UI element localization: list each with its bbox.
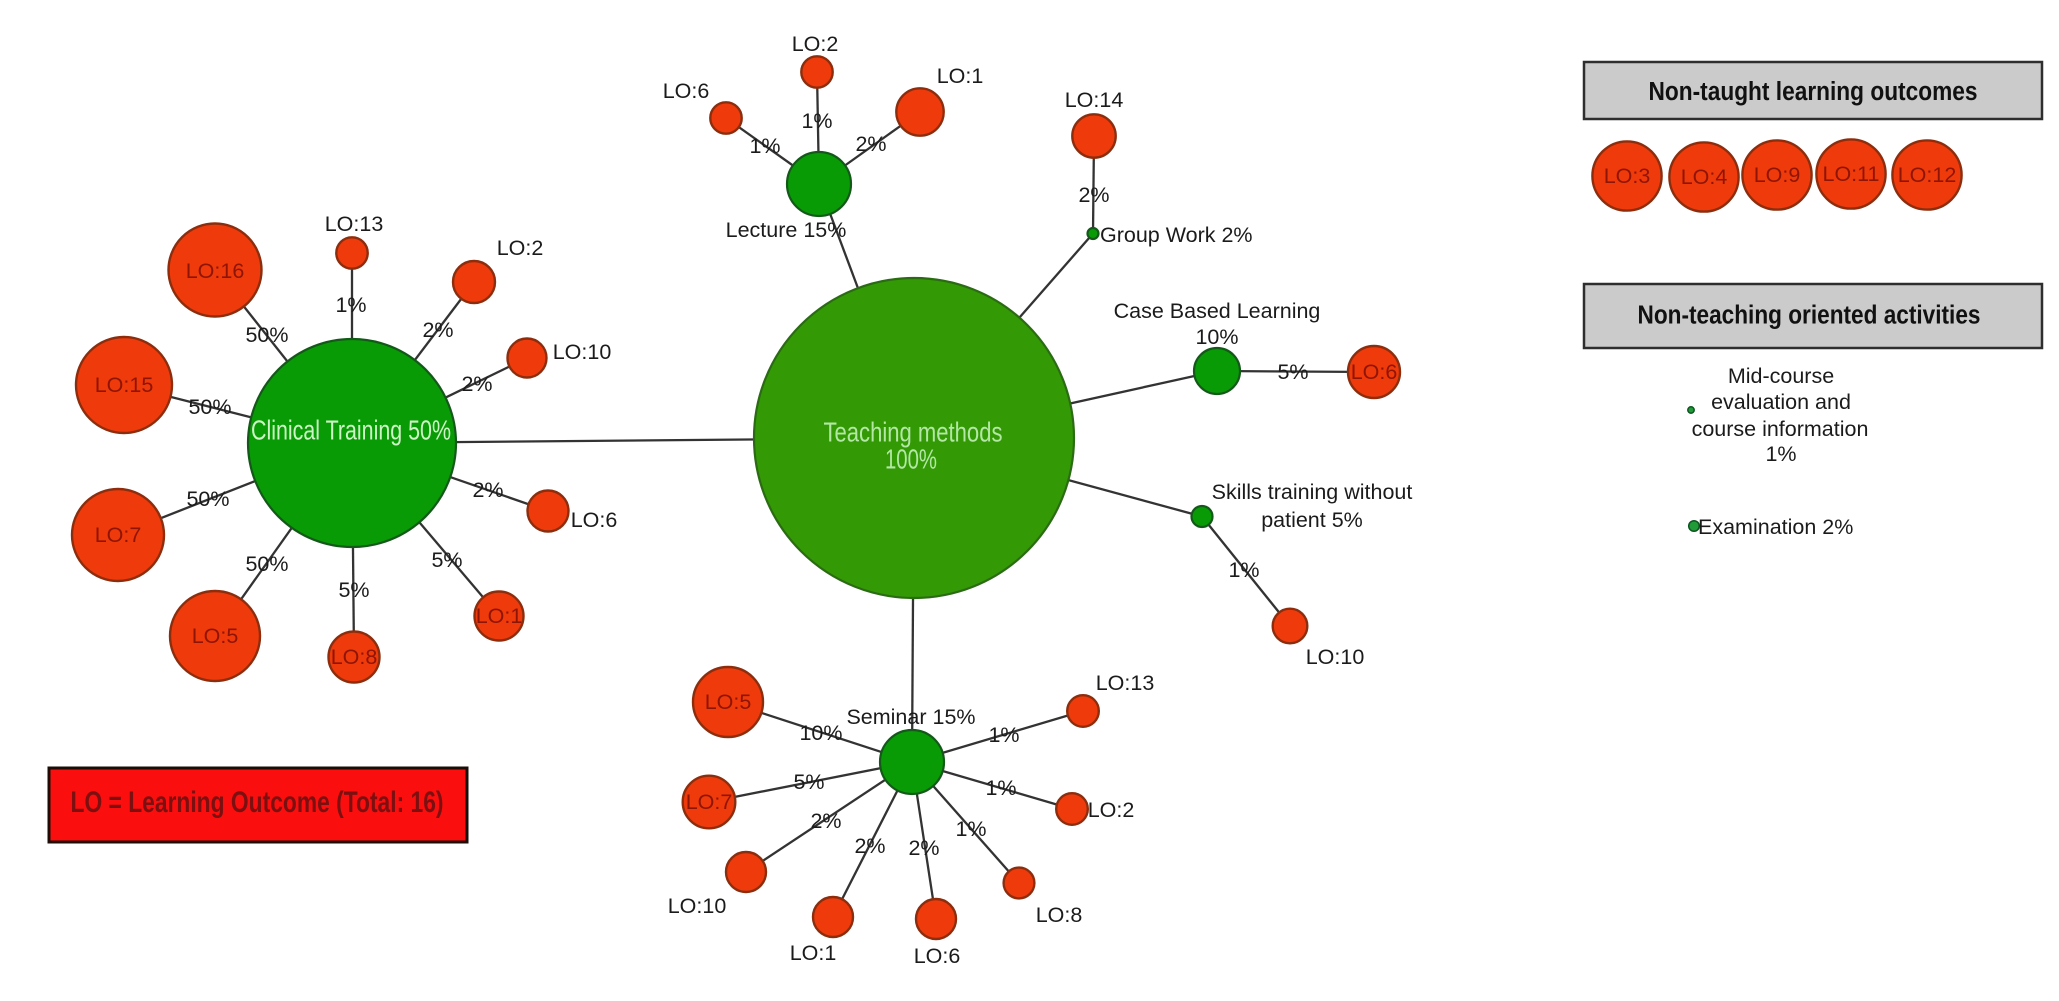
svg-text:Non-teaching oriented activiti: Non-teaching oriented activities [1638, 300, 1981, 330]
svg-text:Non-taught learning outcomes: Non-taught learning outcomes [1649, 76, 1978, 106]
svg-text:LO:6: LO:6 [663, 79, 710, 103]
svg-text:1%: 1% [988, 723, 1019, 747]
svg-text:2%: 2% [810, 809, 841, 833]
svg-text:1%: 1% [335, 293, 366, 317]
svg-text:LO:10: LO:10 [668, 894, 727, 918]
svg-text:LO:9: LO:9 [1754, 163, 1801, 187]
svg-text:5%: 5% [1277, 360, 1308, 384]
svg-text:LO:10: LO:10 [553, 340, 612, 364]
svg-text:LO:14: LO:14 [1065, 88, 1124, 112]
svg-text:1%: 1% [1765, 442, 1796, 466]
svg-text:LO:2: LO:2 [497, 236, 544, 260]
svg-text:2%: 2% [854, 834, 885, 858]
svg-text:100%: 100% [885, 444, 937, 475]
svg-text:1%: 1% [955, 817, 986, 841]
svg-text:2%: 2% [1078, 183, 1109, 207]
svg-text:1%: 1% [801, 109, 832, 133]
svg-text:LO = Learning Outcome (Total:: LO = Learning Outcome (Total: 16) [71, 786, 444, 819]
svg-text:LO:13: LO:13 [325, 212, 384, 236]
svg-text:LO:8: LO:8 [1036, 903, 1083, 927]
svg-text:LO:3: LO:3 [1604, 164, 1651, 188]
svg-text:LO:15: LO:15 [95, 373, 154, 397]
svg-text:LO:12: LO:12 [1898, 163, 1957, 187]
svg-text:2%: 2% [472, 478, 503, 502]
svg-text:5%: 5% [793, 770, 824, 794]
svg-text:LO:6: LO:6 [1351, 360, 1398, 384]
svg-text:LO:5: LO:5 [705, 690, 752, 714]
svg-text:5%: 5% [338, 578, 369, 602]
svg-text:10%: 10% [799, 721, 842, 745]
svg-text:LO:2: LO:2 [1088, 798, 1135, 822]
svg-text:Skills training without: Skills training without [1212, 480, 1413, 504]
svg-text:2%: 2% [908, 836, 939, 860]
svg-text:2%: 2% [461, 372, 492, 396]
svg-text:LO:2: LO:2 [792, 32, 839, 56]
svg-text:Group Work 2%: Group Work 2% [1100, 223, 1253, 247]
svg-text:LO:1: LO:1 [937, 64, 984, 88]
svg-text:LO:1: LO:1 [476, 604, 523, 628]
svg-text:LO:8: LO:8 [331, 645, 378, 669]
svg-text:LO:7: LO:7 [95, 523, 142, 547]
svg-text:2%: 2% [422, 318, 453, 342]
svg-text:Teaching methods: Teaching methods [824, 417, 1003, 448]
svg-text:Mid-course: Mid-course [1728, 364, 1834, 388]
svg-text:2%: 2% [855, 132, 886, 156]
svg-text:LO:1: LO:1 [790, 941, 837, 965]
svg-text:1%: 1% [1228, 558, 1259, 582]
svg-text:Seminar 15%: Seminar 15% [846, 705, 975, 729]
svg-text:evaluation and: evaluation and [1711, 390, 1851, 414]
svg-text:1%: 1% [749, 134, 780, 158]
svg-text:10%: 10% [1195, 325, 1238, 349]
svg-text:50%: 50% [186, 487, 229, 511]
svg-text:LO:6: LO:6 [571, 508, 618, 532]
svg-text:Examination 2%: Examination 2% [1698, 515, 1853, 539]
svg-text:50%: 50% [188, 395, 231, 419]
svg-text:LO:10: LO:10 [1306, 645, 1365, 669]
svg-text:50%: 50% [245, 552, 288, 576]
svg-text:patient 5%: patient 5% [1261, 508, 1363, 532]
svg-text:1%: 1% [985, 776, 1016, 800]
svg-text:LO:5: LO:5 [192, 624, 239, 648]
svg-text:LO:7: LO:7 [686, 790, 733, 814]
svg-text:Case Based Learning: Case Based Learning [1114, 299, 1321, 323]
svg-text:LO:6: LO:6 [914, 944, 961, 968]
svg-text:LO:13: LO:13 [1096, 671, 1155, 695]
svg-text:5%: 5% [431, 548, 462, 572]
svg-text:LO:4: LO:4 [1681, 165, 1728, 189]
svg-text:LO:11: LO:11 [1823, 162, 1880, 186]
svg-text:50%: 50% [245, 323, 288, 347]
svg-text:course information: course information [1692, 417, 1869, 441]
svg-text:Clinical Training 50%: Clinical Training 50% [251, 415, 451, 446]
svg-text:Lecture 15%: Lecture 15% [726, 218, 847, 242]
svg-text:LO:16: LO:16 [186, 259, 245, 283]
